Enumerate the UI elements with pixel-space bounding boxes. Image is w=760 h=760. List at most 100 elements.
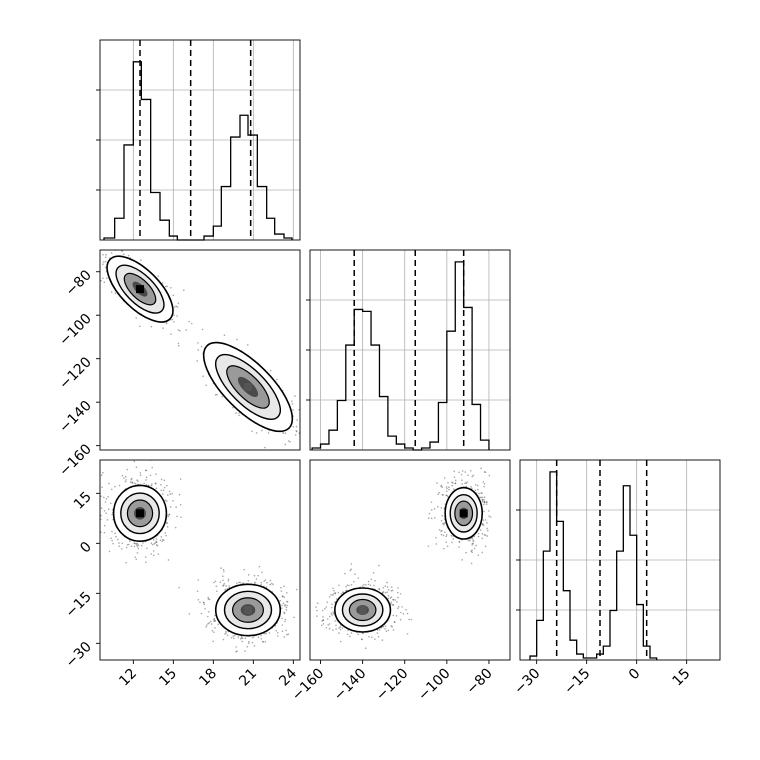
z-vs-x-point bbox=[98, 515, 100, 517]
z-vs-y-point bbox=[458, 546, 460, 548]
z-vs-x-point bbox=[214, 614, 216, 617]
y-vs-x-point bbox=[177, 329, 180, 331]
z-vs-y-point bbox=[335, 598, 338, 600]
z-vs-y-point bbox=[483, 501, 486, 504]
y-vs-x-point bbox=[289, 441, 291, 443]
z-vs-x-point bbox=[208, 598, 211, 601]
z-vs-x-point bbox=[224, 588, 227, 591]
z-vs-x-point bbox=[164, 532, 167, 534]
z-vs-x-point bbox=[165, 500, 168, 503]
z-vs-y-point bbox=[470, 550, 473, 553]
z-vs-x-point bbox=[284, 620, 286, 623]
z-vs-x-point bbox=[115, 535, 117, 538]
z-vs-x-point bbox=[203, 603, 206, 606]
z-vs-x-point bbox=[175, 506, 177, 508]
z-vs-x-point bbox=[179, 503, 182, 506]
z-vs-y-point bbox=[465, 551, 467, 554]
z-vs-x-point bbox=[260, 637, 263, 640]
y-vs-x-point bbox=[175, 305, 178, 307]
z-vs-x-point bbox=[260, 634, 262, 637]
z-vs-x-point bbox=[270, 582, 273, 585]
z-vs-y-point bbox=[330, 606, 333, 609]
z-vs-y-point bbox=[461, 470, 464, 472]
z-vs-y-point bbox=[373, 584, 375, 587]
z-vs-x-point bbox=[127, 543, 130, 546]
z-vs-y-point bbox=[397, 596, 399, 599]
z-vs-y-point bbox=[483, 471, 486, 473]
z-vs-x-point bbox=[150, 553, 152, 555]
y-vs-x-point bbox=[173, 306, 176, 308]
z-vs-y-point bbox=[470, 486, 472, 488]
z-vs-y-point bbox=[346, 584, 349, 587]
z-vs-y-point bbox=[445, 490, 448, 493]
z-vs-y-point bbox=[381, 639, 384, 641]
z-vs-x-point bbox=[171, 492, 173, 495]
z-vs-y-point bbox=[347, 629, 349, 632]
z-vs-y-point bbox=[435, 543, 438, 545]
z-vs-x-point bbox=[105, 498, 108, 500]
z-vs-x-point bbox=[214, 620, 217, 622]
z-vs-x-point bbox=[202, 601, 205, 604]
z-vs-y-point bbox=[488, 510, 490, 512]
z-vs-x-point bbox=[133, 482, 136, 484]
z-vs-y-point bbox=[442, 494, 444, 496]
z-vs-y-point bbox=[331, 614, 333, 616]
z-vs-x-point bbox=[265, 632, 268, 635]
z-vs-x-point bbox=[283, 585, 285, 588]
z-vs-x-point bbox=[103, 524, 106, 527]
z-vs-y-point bbox=[368, 635, 370, 638]
y-vs-x-tick-label-y: −140 bbox=[56, 398, 95, 437]
z-vs-x-point bbox=[227, 580, 230, 582]
z-vs-x-point bbox=[283, 612, 286, 615]
y-vs-x-point bbox=[284, 443, 287, 446]
y-vs-x-point bbox=[294, 395, 296, 397]
y-vs-x-point bbox=[177, 342, 180, 345]
z-vs-x-point bbox=[281, 617, 283, 620]
z-vs-x-point bbox=[264, 579, 267, 581]
z-marginal-tick-label-x: −15 bbox=[561, 666, 593, 698]
z-vs-x-point bbox=[130, 545, 133, 548]
z-vs-y-point bbox=[384, 585, 387, 588]
z-vs-y-point bbox=[339, 640, 342, 643]
z-vs-y-point bbox=[448, 488, 450, 491]
z-vs-x-point bbox=[112, 542, 114, 545]
z-vs-y-point bbox=[428, 512, 431, 515]
z-vs-x-point bbox=[111, 530, 113, 533]
z-vs-x-point bbox=[233, 634, 236, 637]
z-vs-y-point bbox=[481, 498, 484, 501]
z-vs-x-point bbox=[239, 581, 242, 584]
z-vs-y-point bbox=[328, 623, 331, 625]
z-vs-x-point bbox=[155, 538, 158, 540]
z-vs-x-point bbox=[92, 540, 94, 542]
z-vs-x-point bbox=[157, 553, 160, 555]
z-vs-y-point bbox=[335, 624, 337, 627]
z-vs-y-point bbox=[471, 537, 473, 540]
z-vs-y-point bbox=[338, 632, 340, 634]
z-vs-x-point bbox=[153, 543, 156, 545]
y-vs-x-point bbox=[139, 325, 141, 328]
y-vs-x-point bbox=[165, 322, 168, 325]
z-vs-x-point bbox=[284, 605, 286, 607]
z-vs-x-point bbox=[209, 620, 212, 623]
z-vs-x-point bbox=[255, 578, 258, 580]
y-vs-x-point bbox=[150, 325, 153, 328]
z-vs-y-point bbox=[328, 596, 331, 598]
z-vs-y-point bbox=[322, 619, 325, 621]
z-vs-x-point bbox=[269, 583, 272, 586]
z-vs-x-point bbox=[107, 508, 110, 511]
z-vs-y-point bbox=[316, 602, 319, 605]
y-vs-x-point bbox=[97, 275, 99, 277]
z-vs-x-point bbox=[235, 646, 237, 648]
z-vs-y-point bbox=[333, 589, 335, 592]
z-vs-y-point bbox=[377, 635, 380, 638]
z-vs-y-point bbox=[475, 483, 477, 486]
z-vs-x-point bbox=[247, 574, 250, 576]
z-vs-x-point bbox=[152, 539, 155, 541]
z-vs-y-point bbox=[325, 626, 328, 629]
z-vs-y-point bbox=[338, 584, 340, 587]
z-vs-x-point bbox=[139, 474, 142, 476]
z-vs-x-content bbox=[92, 460, 298, 653]
y-vs-x-point bbox=[179, 329, 181, 332]
z-vs-y-point bbox=[330, 612, 333, 615]
z-vs-y-point bbox=[464, 471, 467, 473]
